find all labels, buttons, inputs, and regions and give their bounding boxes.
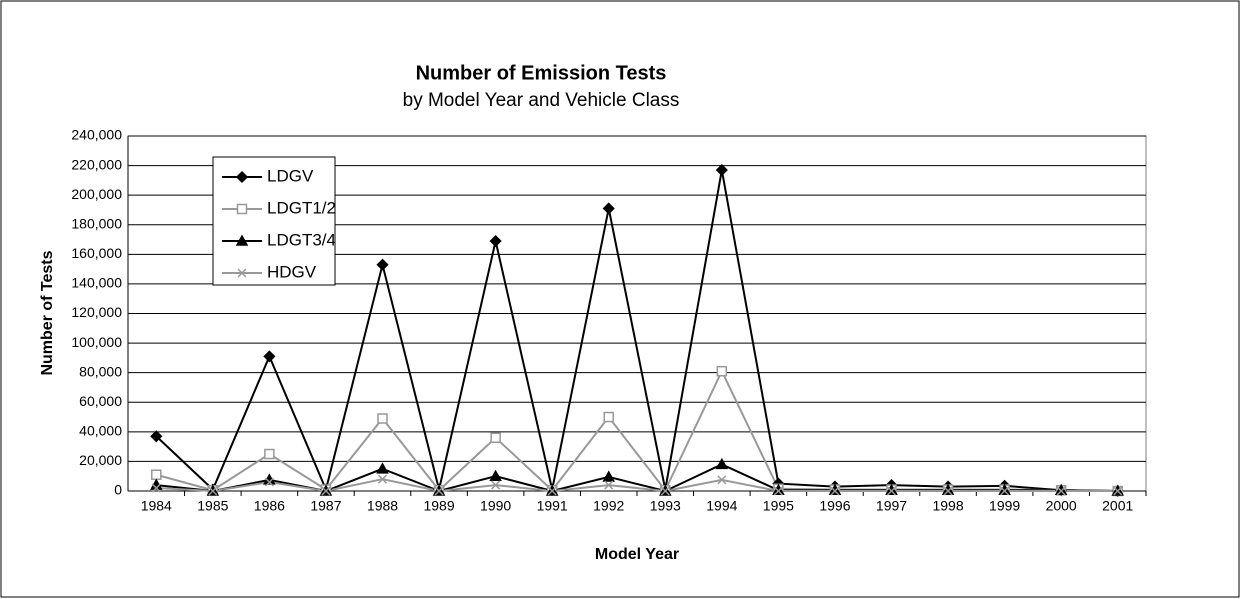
data-point: [150, 430, 163, 443]
y-axis-title: Number of Tests: [39, 250, 56, 375]
chart-title: Number of Emission Tests: [416, 62, 667, 84]
data-point: [547, 486, 557, 496]
chart-subtitle: by Model Year and Vehicle Class: [403, 90, 680, 111]
x-tick-label: 1986: [254, 498, 285, 514]
x-tick-label: 1991: [537, 498, 568, 514]
x-axis-title: Model Year: [595, 546, 679, 563]
legend-label: HDGV: [267, 262, 317, 281]
data-point: [321, 486, 331, 496]
data-point: [604, 480, 614, 490]
data-point: [830, 486, 840, 496]
data-point: [715, 457, 729, 470]
data-point: [715, 163, 728, 177]
data-point: [885, 483, 898, 496]
x-tick-label: 1994: [706, 498, 737, 514]
y-tick-label: 240,000: [71, 127, 122, 143]
x-tick-label: 1996: [819, 498, 850, 514]
data-point: [376, 258, 389, 271]
data-point: [264, 477, 274, 487]
data-point: [491, 480, 501, 490]
data-point: [716, 365, 728, 377]
y-tick-label: 40,000: [79, 423, 122, 439]
data-point: [377, 413, 388, 424]
x-tick-label: 2000: [1046, 498, 1077, 514]
data-point: [828, 483, 842, 496]
data-point: [263, 350, 276, 363]
data-point: [489, 469, 502, 481]
x-tick-label: 1990: [480, 498, 511, 514]
x-tick-label: 1985: [197, 498, 228, 514]
series-line: [156, 478, 1118, 493]
data-point: [1000, 486, 1010, 496]
y-tick-label: 160,000: [71, 245, 122, 261]
x-tick-label: 2001: [1102, 498, 1133, 514]
y-tick-label: 20,000: [79, 452, 122, 468]
legend-marker: [236, 203, 248, 215]
data-point: [264, 448, 275, 460]
x-tick-label: 1988: [367, 498, 398, 514]
x-tick-label: 1995: [763, 498, 794, 514]
y-tick-label: 120,000: [71, 304, 122, 320]
data-point: [943, 486, 953, 496]
legend-label: LDGT1/2: [267, 198, 336, 217]
data-point: [434, 486, 444, 496]
y-tick-label: 80,000: [79, 363, 122, 379]
y-tick-label: 140,000: [71, 275, 122, 291]
legend-marker: [235, 170, 249, 184]
data-point: [602, 202, 615, 215]
data-point: [1054, 483, 1068, 496]
data-point: [773, 486, 783, 496]
x-tick-label: 1999: [989, 498, 1020, 514]
y-tick-label: 0: [114, 482, 122, 498]
data-point: [1056, 486, 1066, 496]
data-point: [377, 474, 388, 484]
data-point: [717, 475, 727, 485]
data-point: [941, 483, 955, 496]
data-point: [490, 432, 501, 443]
data-point: [998, 483, 1011, 496]
data-point: [151, 469, 162, 480]
legend-marker: [237, 268, 247, 278]
data-point: [603, 411, 614, 423]
data-point: [208, 486, 218, 496]
y-tick-label: 180,000: [71, 215, 122, 231]
legend-marker: [235, 234, 249, 246]
x-tick-label: 1993: [650, 498, 681, 514]
series-line: [155, 169, 1118, 493]
data-point: [886, 486, 897, 496]
y-tick-label: 200,000: [71, 186, 122, 202]
x-tick-label: 1992: [593, 498, 624, 514]
y-tick-label: 100,000: [71, 334, 122, 350]
data-point: [376, 462, 389, 474]
y-tick-label: 60,000: [79, 393, 122, 409]
legend-label: LDGV: [267, 166, 314, 185]
x-tick-label: 1998: [932, 498, 963, 514]
data-point: [602, 470, 615, 482]
data-point: [660, 486, 670, 496]
data-point: [489, 234, 502, 248]
x-tick-label: 1987: [310, 498, 341, 514]
legend-label: LDGT3/4: [267, 230, 336, 249]
data-point: [1113, 486, 1123, 496]
legend-box: [212, 156, 336, 286]
y-tick-label: 220,000: [71, 156, 122, 172]
x-tick-label: 1984: [141, 498, 172, 514]
data-point: [151, 483, 161, 493]
data-point: [772, 483, 785, 496]
x-tick-label: 1989: [423, 498, 454, 514]
x-tick-label: 1997: [876, 498, 907, 514]
